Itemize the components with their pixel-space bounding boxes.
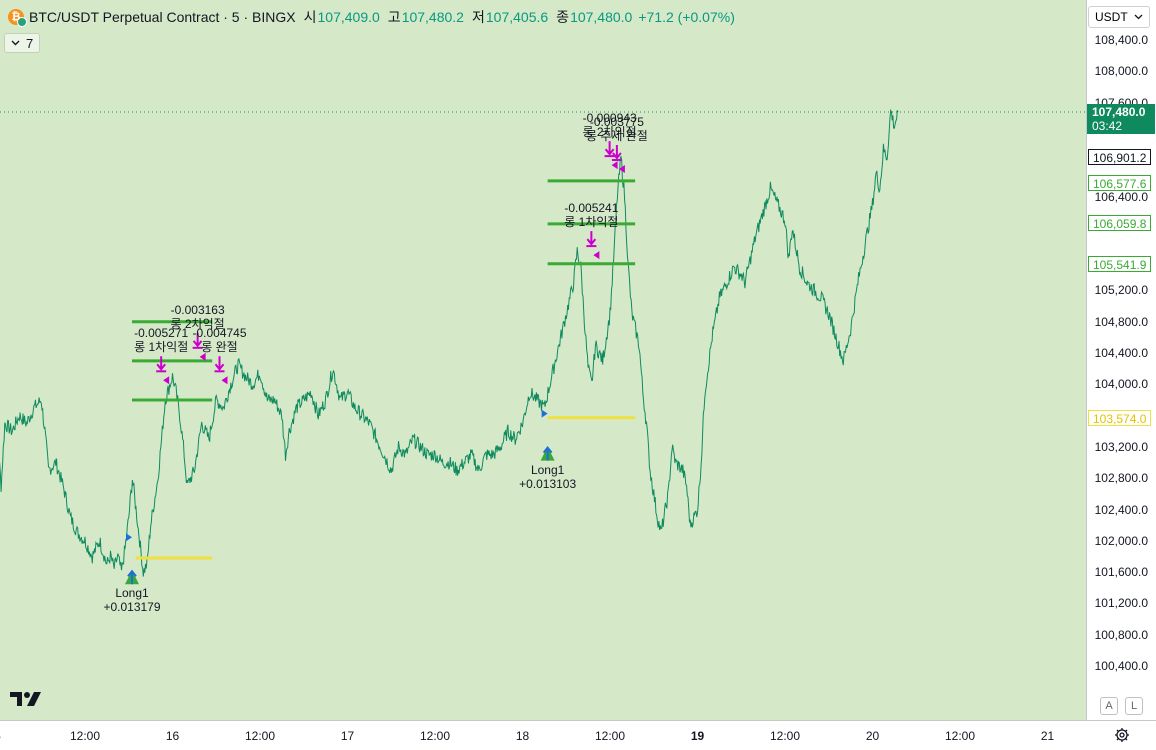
price-tick-label: 108,400.0 bbox=[1094, 33, 1148, 47]
price-tick-label: 101,600.0 bbox=[1094, 565, 1148, 580]
exit-label: -0.003163 롱 2차익절 bbox=[170, 302, 225, 331]
chevron-down-icon bbox=[11, 40, 20, 46]
exit-label: -0.005271 롱 1차익절 bbox=[134, 326, 189, 355]
price-tick-label: 102,800.0 bbox=[1094, 471, 1148, 486]
close-value: 107,480.0 bbox=[570, 9, 633, 25]
exit-arrow-icon bbox=[192, 332, 203, 348]
time-tick-label: 21 bbox=[1040, 729, 1055, 743]
time-axis[interactable]: 5 12:00 16 12:00 17 12:00 18 12:00 19 12:00 20 12:0… bbox=[0, 720, 1156, 750]
time-tick-label: 16 bbox=[165, 729, 180, 743]
time-tick-label: 5 bbox=[0, 729, 1, 743]
exit-bar-icon bbox=[214, 370, 225, 373]
price-tick-label: 100,400.0 bbox=[1094, 659, 1148, 673]
level-price-badge: 103,574.0 bbox=[1088, 409, 1152, 426]
high-label: 고 bbox=[387, 9, 401, 25]
exit-arrow-icon bbox=[156, 356, 166, 371]
symbol-title[interactable]: BTC/USDT Perpetual Contract · 5 · BINGX bbox=[29, 9, 296, 25]
exit-arrow-icon bbox=[604, 141, 615, 156]
price-tick-label: 102,000.0 bbox=[1094, 533, 1148, 548]
price-series-line bbox=[0, 108, 899, 577]
price-tick-label: 105,200.0 bbox=[1094, 283, 1148, 298]
tradingview-logo-icon[interactable] bbox=[10, 690, 42, 708]
exit-label: -0.005241 롱 1차익절 bbox=[564, 201, 619, 230]
time-tick-label: 12:00 bbox=[944, 729, 976, 743]
open-value: 107,409.0 bbox=[317, 9, 380, 25]
entry-arrow-icon bbox=[542, 446, 553, 461]
entry-arrow-icon bbox=[127, 569, 137, 585]
time-tick-label: 19 bbox=[690, 729, 705, 743]
price-tick-label: 100,800.0 bbox=[1094, 627, 1148, 642]
exit-arrow-icon bbox=[586, 231, 597, 246]
exit-arrow-icon bbox=[612, 145, 622, 160]
price-tick-label: 108,000.0 bbox=[1094, 64, 1148, 79]
exit-bar-icon bbox=[604, 155, 615, 158]
time-tick-label: 12:00 bbox=[69, 729, 101, 743]
indicators-toggle-button[interactable]: 7 bbox=[4, 33, 41, 53]
level-price-badge: 106,059.8 bbox=[1088, 215, 1152, 232]
exit-flag-icon bbox=[618, 165, 625, 174]
level-price-badge: 105,541.9 bbox=[1088, 255, 1152, 272]
currency-label: USDT bbox=[1095, 10, 1128, 24]
gear-icon[interactable] bbox=[1114, 727, 1130, 743]
current-price-badge: 107,480.0 03:42 bbox=[1087, 103, 1155, 134]
price-tick-label: 101,200.0 bbox=[1094, 596, 1148, 611]
exit-flag-icon bbox=[221, 376, 228, 385]
exit-label: -0.004745 롱 완절 bbox=[192, 326, 247, 355]
time-tick-label: 12:00 bbox=[594, 729, 626, 743]
price-tick-label: 104,400.0 bbox=[1094, 346, 1148, 360]
chevron-down-icon bbox=[1134, 14, 1143, 20]
price-tick-label: 103,200.0 bbox=[1094, 439, 1148, 454]
level-price-badge: 106,577.6 bbox=[1088, 174, 1152, 191]
low-label: 저 bbox=[471, 9, 485, 25]
time-tick-label: 17 bbox=[340, 729, 355, 743]
time-tick-label: 12:00 bbox=[769, 729, 801, 743]
chart-pane[interactable]: Long1 +0.013179 Long1 +0.013103 -0.005271 롱 1… bbox=[0, 0, 1086, 720]
exit-bar-icon bbox=[156, 370, 167, 373]
exit-flag-icon bbox=[199, 352, 206, 361]
close-label: 종 bbox=[556, 9, 570, 25]
exit-flag-icon bbox=[163, 376, 170, 385]
exit-bar-icon bbox=[611, 159, 622, 162]
btc-coin-icon: ₿ bbox=[8, 9, 27, 27]
auto-scale-button[interactable]: A bbox=[1100, 697, 1118, 715]
level-price-badge: 106,901.2 bbox=[1088, 149, 1152, 166]
entry-label: Long1 +0.013103 bbox=[519, 462, 577, 491]
time-tick-label: 12:00 bbox=[419, 729, 451, 743]
exit-bar-icon bbox=[192, 346, 203, 349]
exit-bar-icon bbox=[586, 245, 597, 248]
symbol-legend[interactable]: ₿ BTC/USDT Perpetual Contract · 5 · BING… bbox=[4, 6, 739, 28]
price-tick-label: 102,400.0 bbox=[1094, 502, 1148, 517]
entry-label: Long1 +0.013179 bbox=[103, 586, 161, 615]
entry-flag-icon bbox=[541, 409, 548, 418]
high-value: 107,480.2 bbox=[401, 9, 464, 25]
time-tick-label: 12:00 bbox=[244, 729, 276, 743]
time-tick-label: 20 bbox=[865, 729, 880, 743]
low-value: 107,405.6 bbox=[485, 9, 549, 25]
change-value: +71.2 (+0.07%) bbox=[638, 9, 735, 25]
exit-label: -0.003775 롱 추세 완절 bbox=[585, 115, 648, 144]
price-tick-label: 106,400.0 bbox=[1094, 189, 1148, 204]
currency-select[interactable]: USDT bbox=[1088, 6, 1150, 28]
indicators-count: 7 bbox=[26, 35, 34, 51]
price-tick-label: 104,000.0 bbox=[1094, 377, 1148, 392]
open-label: 시 bbox=[303, 9, 317, 25]
exit-arrow-icon bbox=[214, 356, 225, 371]
log-scale-button[interactable]: L bbox=[1125, 697, 1143, 715]
entry-flag-icon bbox=[126, 533, 132, 542]
time-tick-label: 18 bbox=[515, 729, 530, 743]
price-chart[interactable] bbox=[0, 0, 1086, 720]
exit-flag-icon bbox=[611, 161, 618, 170]
price-tick-label: 104,800.0 bbox=[1094, 314, 1148, 329]
exit-flag-icon bbox=[593, 251, 600, 260]
exit-label: -0.000943 롱 2차익절 bbox=[582, 111, 637, 140]
